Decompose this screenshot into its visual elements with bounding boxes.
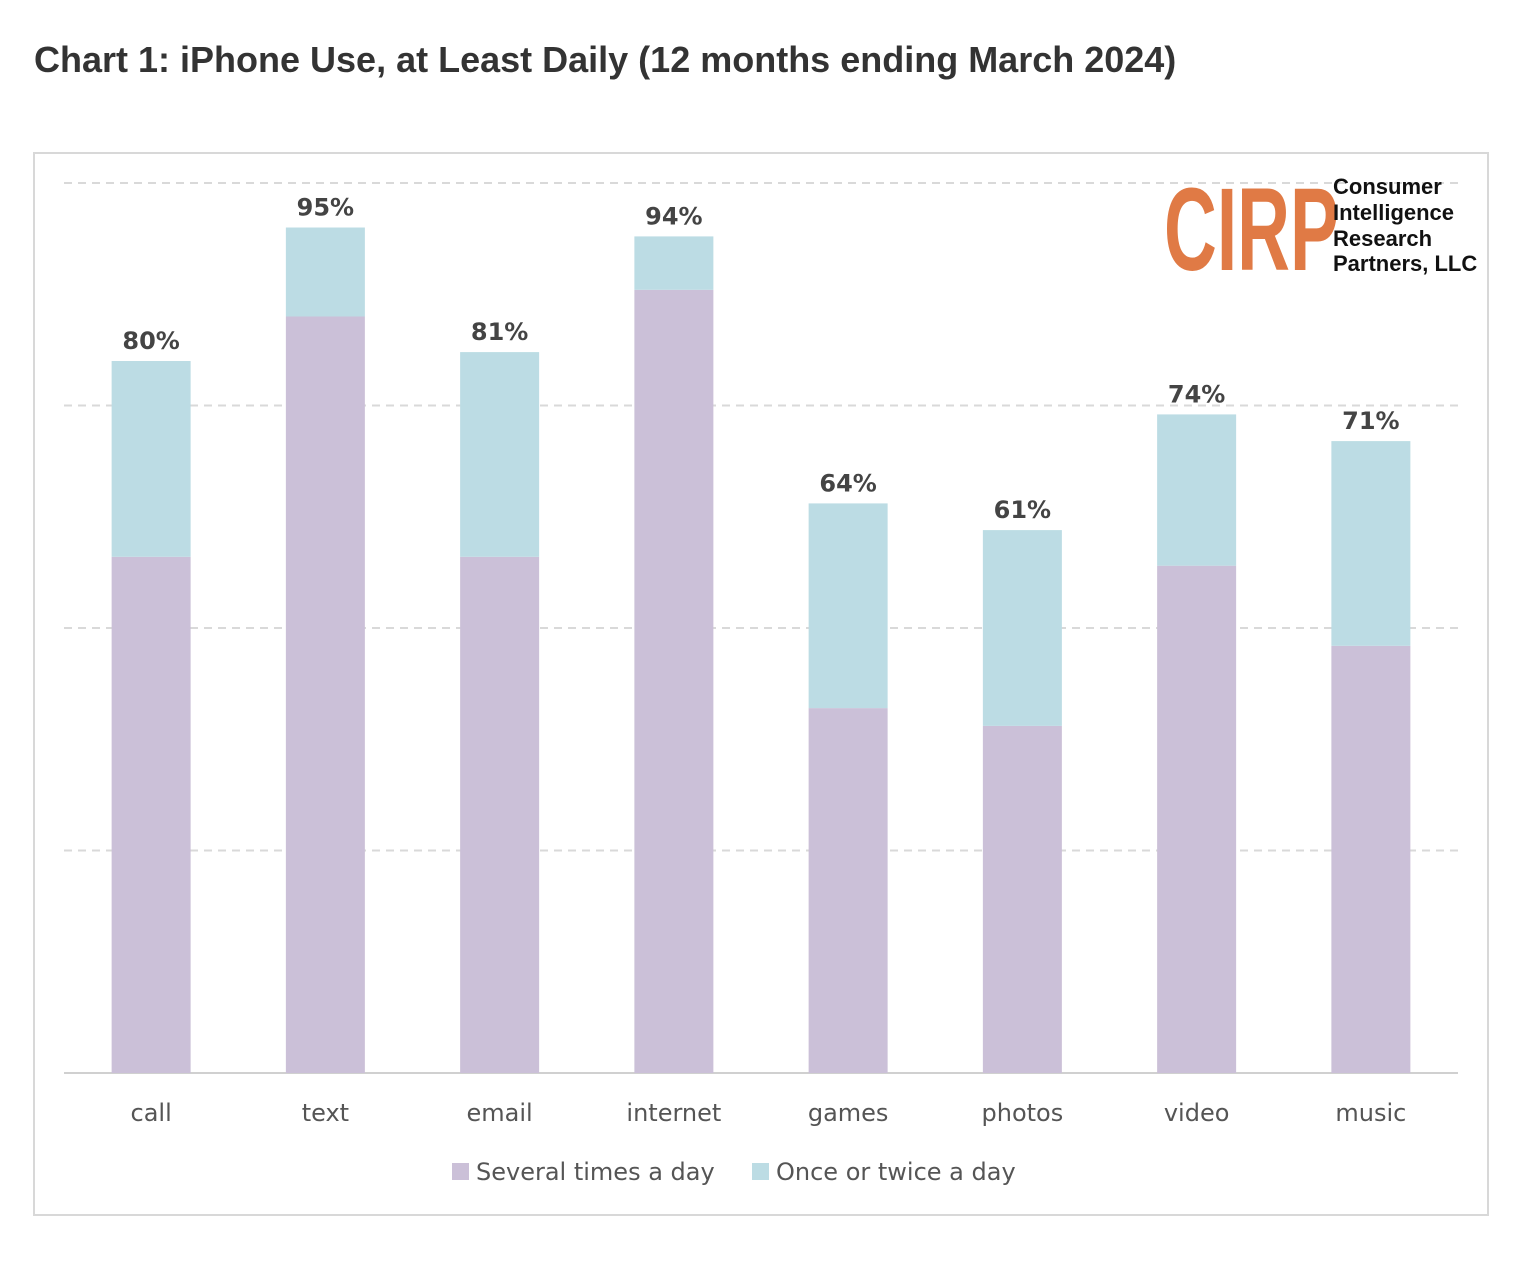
data-label: 95% — [297, 194, 354, 222]
logo-line: Intelligence — [1333, 200, 1454, 225]
bar-internet-several — [634, 289, 714, 1073]
bar-internet-once-twice — [634, 236, 714, 290]
legend-swatch — [452, 1163, 469, 1180]
x-tick-label: call — [131, 1099, 172, 1127]
x-tick-label: photos — [982, 1099, 1064, 1127]
bar-games-once-twice — [808, 503, 888, 709]
x-tick-label: text — [302, 1099, 349, 1127]
bar-email-several — [460, 556, 540, 1073]
legend-swatch — [752, 1163, 769, 1180]
cirp-logo: CIRP Consumer Intelligence Research Part… — [1164, 163, 1477, 295]
bar-call-several — [111, 556, 191, 1073]
bar-call-once-twice — [111, 361, 191, 557]
chart-title: Chart 1: iPhone Use, at Least Daily (12 … — [34, 39, 1176, 80]
x-tick-label: music — [1335, 1099, 1406, 1127]
x-tick-label: email — [467, 1099, 533, 1127]
logo-mark: CIRP — [1164, 163, 1339, 295]
data-label: 71% — [1342, 407, 1399, 435]
bar-text-several — [285, 316, 365, 1073]
bar-video-once-twice — [1157, 414, 1237, 566]
bar-games-several — [808, 708, 888, 1073]
data-label: 61% — [994, 496, 1051, 524]
bar-video-several — [1157, 565, 1237, 1073]
chart-frame — [33, 152, 1489, 1216]
x-tick-label: video — [1164, 1099, 1230, 1127]
data-label: 94% — [645, 202, 702, 230]
bar-email-once-twice — [460, 352, 540, 557]
legend-label: Once or twice a day — [776, 1158, 1016, 1186]
bar-photos-several — [982, 725, 1062, 1073]
data-label: 74% — [1168, 380, 1225, 408]
logo-line: Research — [1333, 226, 1432, 251]
x-tick-label: internet — [626, 1099, 721, 1127]
data-label: 80% — [122, 327, 179, 355]
bar-text-once-twice — [285, 227, 365, 317]
logo-line: Partners, LLC — [1333, 251, 1477, 276]
legend-label: Several times a day — [476, 1158, 715, 1186]
logo-line: Consumer — [1333, 174, 1442, 199]
data-label: 81% — [471, 318, 528, 346]
bar-photos-once-twice — [982, 530, 1062, 726]
x-tick-label: games — [808, 1099, 889, 1127]
data-label: 64% — [819, 469, 876, 497]
bar-music-several — [1331, 645, 1411, 1073]
bar-music-once-twice — [1331, 441, 1411, 646]
